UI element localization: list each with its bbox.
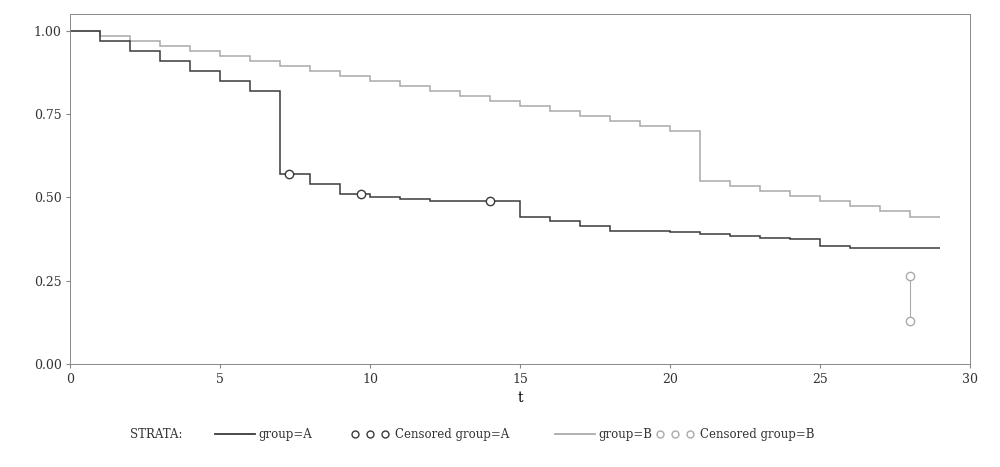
X-axis label: t: t xyxy=(517,391,523,405)
Text: group=A: group=A xyxy=(258,428,312,441)
Text: group=B: group=B xyxy=(598,428,652,441)
Text: Censored group=B: Censored group=B xyxy=(700,428,814,441)
Text: STRATA:: STRATA: xyxy=(130,428,182,441)
Text: Censored group=A: Censored group=A xyxy=(395,428,509,441)
